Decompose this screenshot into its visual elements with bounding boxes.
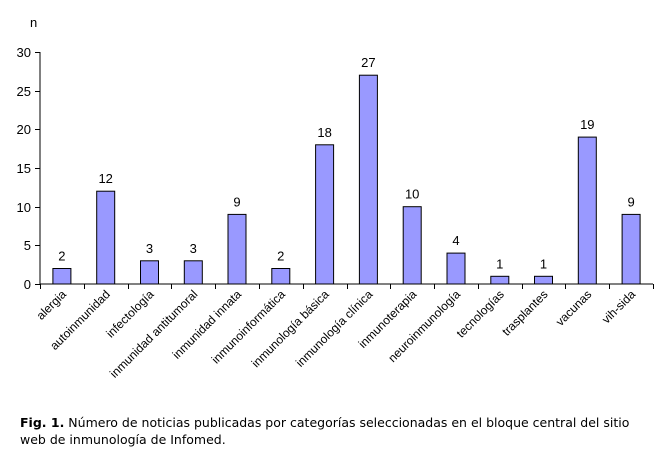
data-label: 27 <box>361 55 375 70</box>
data-label: 3 <box>146 241 153 256</box>
y-axis-label: n <box>30 15 37 30</box>
bar <box>96 190 116 285</box>
bar <box>271 268 291 285</box>
figure-caption: Fig. 1. Número de noticias publicadas po… <box>20 414 650 448</box>
bar <box>140 260 159 285</box>
caption-text: Número de noticias publicadas por catego… <box>20 415 630 447</box>
bar <box>227 213 247 285</box>
x-tick-label: trasplantes <box>499 287 550 338</box>
bar <box>490 275 510 285</box>
y-tick-label: 20 <box>17 122 31 137</box>
data-label: 2 <box>277 249 284 264</box>
data-label: 2 <box>58 249 65 264</box>
x-tick-label: inmunología básica <box>249 287 332 370</box>
data-label: 1 <box>540 256 547 271</box>
bar-chart: n 2 12 3 3 9 2 18 27 10 4 1 1 19 9 0 5 10 15 20 25 30 alergi… <box>17 15 654 381</box>
data-label: 19 <box>580 117 594 132</box>
data-label: 3 <box>190 241 197 256</box>
y-tick-label: 10 <box>17 200 31 215</box>
y-tick-label: 5 <box>24 238 31 253</box>
bar <box>183 260 203 285</box>
x-tick-label: vih-sida <box>599 287 638 326</box>
data-label: 12 <box>98 171 112 186</box>
data-label: 4 <box>452 233 459 248</box>
data-label: 1 <box>496 256 503 271</box>
figure-label: Fig. 1. <box>20 415 65 430</box>
y-tick-label: 30 <box>17 45 31 60</box>
data-label: 9 <box>627 194 634 209</box>
x-tick-label: alergia <box>34 287 70 323</box>
bar <box>358 74 378 285</box>
y-tick-label: 15 <box>17 161 31 176</box>
bar <box>577 136 597 285</box>
bars-group: 2 12 3 3 9 2 18 27 10 4 1 1 19 9 <box>52 55 641 285</box>
bar <box>446 252 466 285</box>
bar <box>315 144 335 285</box>
y-tick-label: 0 <box>24 277 31 292</box>
data-label: 10 <box>405 187 419 202</box>
y-tick-label: 25 <box>17 84 31 99</box>
bar <box>402 206 422 285</box>
x-tick-label: tecnologías <box>454 287 507 340</box>
data-label: 9 <box>233 194 240 209</box>
bar <box>534 275 553 285</box>
bar <box>52 268 72 285</box>
x-tick-label: inmunoinformática <box>209 287 288 366</box>
x-tick-label: inmunología clínica <box>293 287 376 370</box>
bar <box>621 213 641 285</box>
x-tick-label: vacunas <box>553 287 595 329</box>
data-label: 18 <box>317 125 331 140</box>
